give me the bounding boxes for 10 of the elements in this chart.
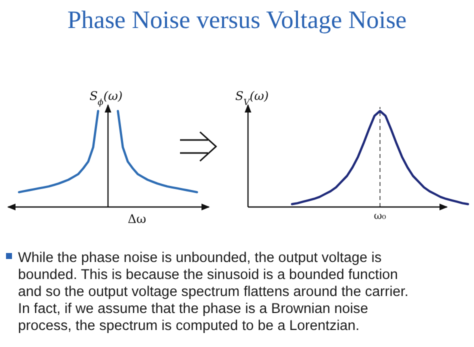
y-axis-title: S$_{ϕ}$(ω): [89, 89, 123, 107]
text: bounded. This is because the sinusoid is a bounded function: [18, 267, 398, 283]
text: ω₀: [374, 211, 386, 222]
text: and so the output voltage spectrum flattens around the carrier.: [18, 284, 408, 300]
x-axis-title: Δω: [128, 212, 146, 226]
y-axis-title: S$_{V}$(ω): [235, 89, 270, 107]
text: process, the spectrum is computed to be a Lorentzian.: [18, 318, 360, 334]
text: Phase Noise versus Voltage Noise: [67, 7, 407, 34]
text: In fact, if we assume that the phase is a Brownian noise: [18, 301, 368, 317]
text: While the phase noise is unbounded, the output voltage is: [18, 250, 382, 266]
